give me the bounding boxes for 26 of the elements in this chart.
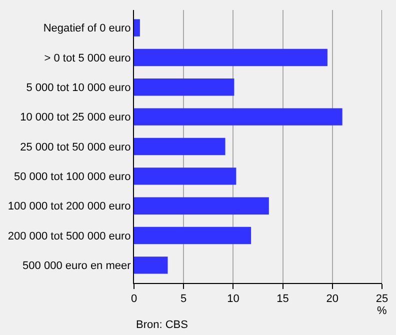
x-tick-label: 25: [376, 293, 388, 306]
bar: [134, 197, 269, 214]
y-tick-label: > 0 tot 5 000 euro: [44, 52, 131, 64]
bar: [134, 108, 342, 126]
x-tick-label: 5: [180, 293, 187, 306]
y-tick-label: 10 000 tot 25 000 euro: [20, 112, 131, 124]
bar: [134, 168, 236, 185]
x-tick-label: 10: [227, 293, 240, 306]
y-tick-label: Negatief of 0 euro: [43, 22, 131, 35]
bar: [134, 78, 234, 96]
y-tick-label: 500 000 euro en meer: [22, 260, 132, 272]
bar: [134, 138, 226, 156]
x-tick-label: 20: [326, 293, 339, 306]
bar: [134, 19, 140, 36]
y-tick-label: 100 000 tot 200 000 euro: [8, 200, 131, 213]
y-tick-label: 25 000 tot 50 000 euro: [20, 141, 131, 154]
text: Bron: CBS: [136, 319, 188, 331]
bar: [134, 48, 328, 66]
y-tick-label: 50 000 tot 100 000 euro: [14, 171, 131, 184]
y-tick-label: 200 000 tot 500 000 euro: [8, 230, 131, 242]
x-tick-label: 15: [276, 293, 289, 306]
y-tick-label: 5 000 tot 10 000 euro: [26, 82, 131, 94]
x-axis-title: %: [377, 305, 387, 317]
bar: [134, 256, 168, 274]
bar: [134, 226, 252, 244]
x-tick-label: 0: [130, 293, 138, 306]
